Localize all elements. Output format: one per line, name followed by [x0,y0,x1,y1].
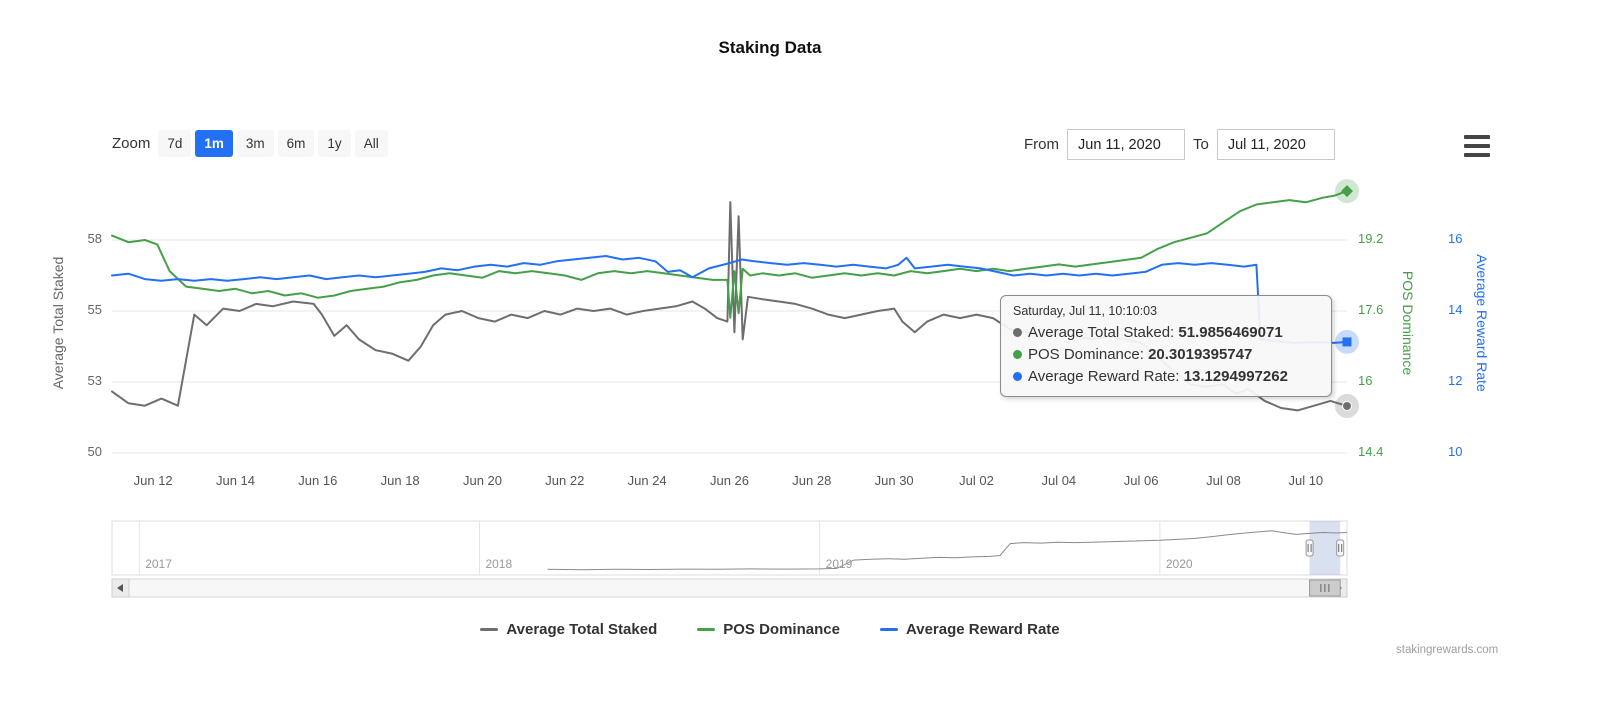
tooltip-rows: Average Total Staked: 51.9856469071 POS D… [1013,322,1319,388]
legend-label: POS Dominance [723,621,840,638]
from-label: From [1024,136,1059,153]
tooltip-series-value: 20.3019395747 [1148,346,1253,363]
legend-swatch [879,628,898,631]
point-marker-diamond [1335,179,1359,204]
tooltip-series-value: 13.1294997262 [1183,368,1288,385]
tooltip-row: Average Total Staked: 51.9856469071 [1013,322,1319,344]
to-label: To [1193,136,1209,153]
legend-swatch [697,628,716,631]
scrollbar[interactable] [111,578,1348,598]
zoom-button-1m[interactable]: 1m [195,130,233,157]
point-marker-square [1335,329,1359,354]
legend-item-average-reward-rate[interactable]: Average Reward Rate [879,621,1060,638]
point-marker-circle [1335,394,1359,419]
from-date-input[interactable] [1067,129,1185,160]
page-title: Staking Data [718,38,822,57]
tooltip-series-label: Average Total Staked: [1028,324,1179,341]
tooltip-series-value: 51.9856469071 [1178,324,1283,341]
series-line-average-reward-rate [111,255,1348,344]
tooltip-row: Average Reward Rate: 13.1294997262 [1013,366,1319,388]
legend-label: Average Reward Rate [905,621,1060,638]
chart-legend: Average Total Staked POS Dominance Average… [0,621,1540,638]
date-range-inputs: From To [1024,129,1335,160]
navigator-handle-left[interactable] [1305,539,1314,557]
scrollbar-thumb[interactable] [1309,579,1341,597]
tooltip-series-dot [1013,350,1022,359]
navigator[interactable] [111,520,1348,576]
zoom-buttons: 7d 1m 3m 6m 1y All [158,130,391,157]
legend-swatch [480,628,499,631]
scrollbar-left-arrow[interactable] [111,578,130,598]
legend-item-pos-dominance[interactable]: POS Dominance [697,621,840,638]
zoom-button-6m[interactable]: 6m [277,130,315,157]
navigator-handle-right[interactable] [1336,539,1345,557]
scrollbar-track[interactable] [111,578,1348,598]
tooltip-series-dot [1013,372,1022,381]
tooltip-series-dot [1013,328,1022,337]
navigator-selected-range[interactable] [1309,521,1341,575]
zoom-button-7d[interactable]: 7d [158,130,192,157]
to-date-input[interactable] [1216,129,1335,160]
hamburger-menu-icon[interactable] [1464,135,1492,157]
series-line-pos-dominance [111,190,1348,319]
legend-item-average-total-staked[interactable]: Average Total Staked [480,621,657,638]
tooltip-series-label: POS Dominance: [1028,346,1149,363]
chart-tooltip: Saturday, Jul 11, 10:10:03 Average Total… [1000,295,1332,397]
zoom-button-all[interactable]: All [354,130,388,157]
legend-label: Average Total Staked [506,621,658,638]
zoom-button-3m[interactable]: 3m [236,130,274,157]
navigator-series [547,530,1348,571]
tooltip-series-label: Average Reward Rate: [1028,368,1184,385]
tooltip-date: Saturday, Jul 11, 10:10:03 [1013,304,1158,318]
watermark: stakingrewards.com [1396,644,1499,656]
zoom-button-1y[interactable]: 1y [318,130,351,157]
zoom-label: Zoom [112,135,151,152]
zoom-range-selector: Zoom 7d 1m 3m 6m 1y All [112,130,392,157]
tooltip-row: POS Dominance: 20.3019395747 [1013,344,1319,366]
